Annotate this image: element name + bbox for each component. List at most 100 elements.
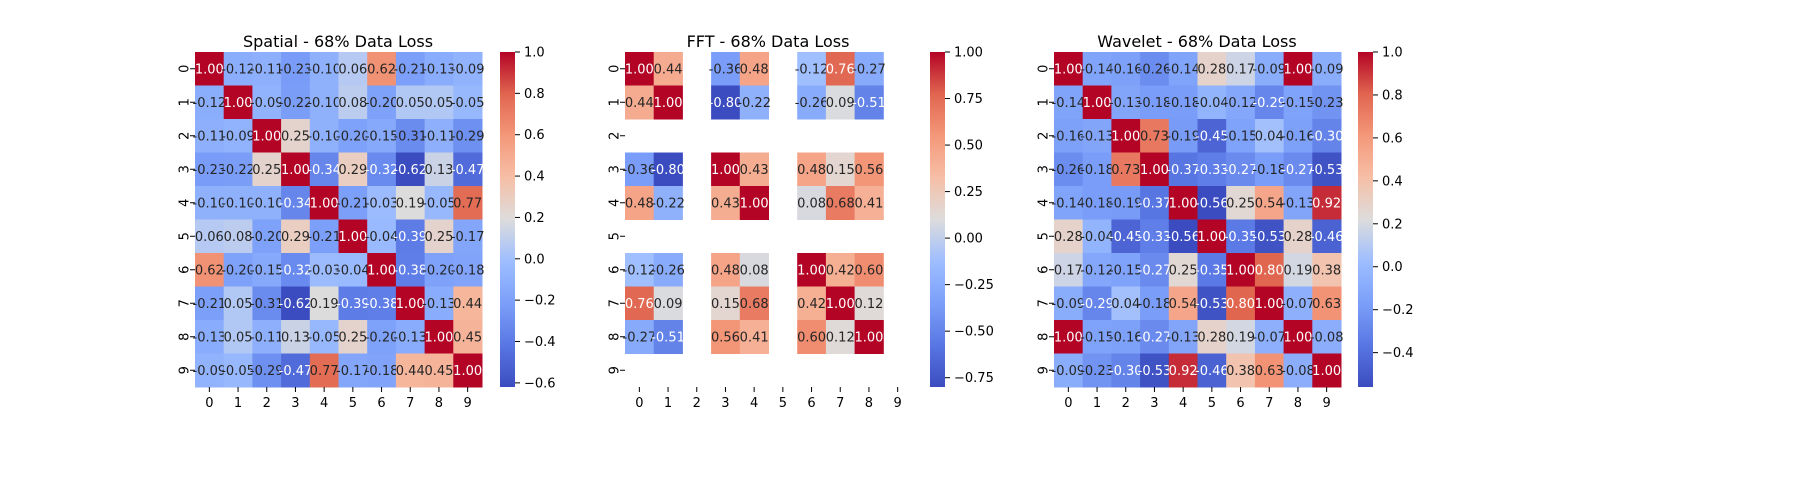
- heatmap-panel-spatial: Spatial - 68% Data Loss 1.00 -0.12 -0.11 -0…: [178, 32, 556, 411]
- colorbar-tick-label: 0.8: [524, 87, 545, 102]
- cell-value-label: 0.25: [252, 163, 281, 178]
- x-tick-label: 6: [1236, 396, 1244, 411]
- cell-value-label: 1.00: [367, 263, 396, 278]
- cell-value-label: 1.00: [1197, 230, 1226, 245]
- cell-value-label: -0.12: [623, 263, 657, 278]
- cell-value-label: -0.03: [365, 196, 399, 211]
- x-tick-label: 0: [635, 396, 643, 411]
- heatmap-cell: [1168, 85, 1198, 120]
- heatmap-cell: [739, 253, 769, 287]
- colorbar-tick-label: 0.00: [954, 232, 983, 247]
- cell-value-label: -0.18: [1252, 163, 1286, 178]
- x-tick-label: 3: [721, 396, 729, 411]
- heatmap-cell: [453, 52, 483, 86]
- cell-value-label: 0.77: [310, 364, 339, 379]
- cell-value-label: -0.62: [393, 163, 427, 178]
- cell-value-label: -0.56: [1166, 230, 1200, 245]
- y-tick-label: 7: [178, 299, 193, 307]
- axis-ticks: 0 1 2 3 4 5 6 7 8 9 0 1 2 3 4 5 6 7 8 9: [1037, 65, 1331, 411]
- cell-value-label: -0.53: [1310, 163, 1344, 178]
- heatmap-cell: [1082, 85, 1112, 120]
- cell-value-label: 0.44: [654, 62, 683, 77]
- heatmap-cell: [424, 186, 454, 220]
- cell-value-label: -0.12: [221, 62, 255, 77]
- x-tick-label: 7: [836, 396, 844, 411]
- x-tick-label: 1: [1093, 396, 1101, 411]
- y-tick-label: 7: [608, 299, 623, 307]
- cell-value-label: 0.08: [338, 96, 367, 111]
- cell-value-label: -0.80: [709, 96, 743, 111]
- cell-value-label: 0.19: [1283, 263, 1312, 278]
- y-tick-label: 8: [178, 333, 193, 341]
- cell-value-label: 0.45: [453, 330, 482, 345]
- cell-value-label: -0.15: [365, 129, 399, 144]
- y-tick-label: 5: [1037, 232, 1052, 240]
- cell-value-label: 0.19: [310, 297, 339, 312]
- heatmap-cell: [1283, 219, 1313, 254]
- cell-value-label: -0.12: [193, 96, 227, 111]
- heatmap-cell: [1140, 286, 1170, 321]
- y-tick-label: 2: [608, 132, 623, 140]
- cell-value-label: -0.27: [623, 330, 657, 345]
- heatmap-cell: [252, 353, 282, 388]
- colorbar-tick-label: 0.8: [1382, 88, 1403, 103]
- cell-value-label: -0.04: [365, 230, 399, 245]
- heatmap-cell: [854, 85, 884, 120]
- heatmap-cell: [653, 52, 683, 86]
- cell-value-label: 0.29: [281, 230, 310, 245]
- chart-title: Spatial - 68% Data Loss: [243, 32, 433, 51]
- cell-value-label: -0.05: [422, 196, 456, 211]
- heatmap-cell: [1082, 186, 1112, 220]
- cell-value-label: -0.04: [336, 263, 370, 278]
- cell-value-label: 0.44: [453, 297, 482, 312]
- heatmap-cell: [1168, 52, 1198, 86]
- x-tick-label: 3: [1150, 396, 1158, 411]
- cell-value-label: -0.47: [451, 163, 485, 178]
- cell-value-label: 0.25: [338, 330, 367, 345]
- cell-value-label: 0.38: [1226, 364, 1255, 379]
- heatmap-cell: [223, 119, 253, 153]
- cell-value-label: 0.15: [826, 163, 855, 178]
- colorbar-tick-label: 1.0: [524, 46, 545, 61]
- cell-value-label: 0.09: [826, 96, 855, 111]
- colorbar-tick-label: −0.2: [1382, 303, 1414, 318]
- heatmap-cell: [309, 152, 339, 187]
- heatmap-cell: [195, 286, 225, 321]
- heatmap-cell: [1283, 119, 1313, 153]
- cell-value-label: 0.25: [1169, 263, 1198, 278]
- heatmap-cell: [739, 152, 769, 187]
- cell-value-label: 1.00: [1283, 330, 1312, 345]
- cell-value-label: 0.25: [1226, 196, 1255, 211]
- x-tick-label: 7: [406, 396, 414, 411]
- heatmap-cell: [1197, 253, 1227, 287]
- cell-value-label: -0.32: [365, 163, 399, 178]
- heatmap-cell: [1111, 186, 1141, 220]
- heatmap-cell: [1283, 52, 1313, 86]
- heatmap-cell: [1226, 52, 1256, 86]
- cell-value-label: 0.19: [396, 196, 425, 211]
- cell-value-label: 0.05: [396, 96, 425, 111]
- cell-value-label: -0.21: [336, 196, 370, 211]
- heatmap-cell: [195, 85, 225, 120]
- cell-value-label: -0.15: [1224, 129, 1258, 144]
- cell-value-label: -0.37: [1138, 196, 1172, 211]
- heatmap-cell: [281, 52, 311, 86]
- heatmap-cell: [252, 119, 282, 153]
- cell-value-label: -0.15: [1109, 263, 1143, 278]
- heatmap-cell: [395, 186, 426, 220]
- colorbar: −0.6 −0.4 −0.2 0.0 0.2 0.4 0.6 0.8 1.0: [500, 46, 556, 391]
- heatmap-cell: [1168, 286, 1198, 321]
- heatmap-cell: [338, 320, 368, 354]
- heatmap-cell: [1197, 52, 1227, 86]
- heatmap-cell: [309, 253, 339, 287]
- heatmap-cell: [1054, 219, 1084, 254]
- y-tick-label: 3: [1037, 165, 1052, 173]
- cell-value-label: -0.11: [422, 129, 456, 144]
- heatmap-cell: [1254, 353, 1285, 388]
- heatmap-panel-fft: FFT - 68% Data Loss 1.00 0.44 -0.360.48 -0.…: [608, 32, 994, 411]
- heatmap-cell: [1254, 52, 1285, 86]
- heatmap-cell: [223, 85, 253, 120]
- heatmap-cell: [1140, 52, 1170, 86]
- axis-ticks: 0 1 2 3 4 5 6 7 8 9 0 1 2 3 4 5 6 7 8 9: [178, 65, 472, 411]
- heatmap-cell: [195, 253, 225, 287]
